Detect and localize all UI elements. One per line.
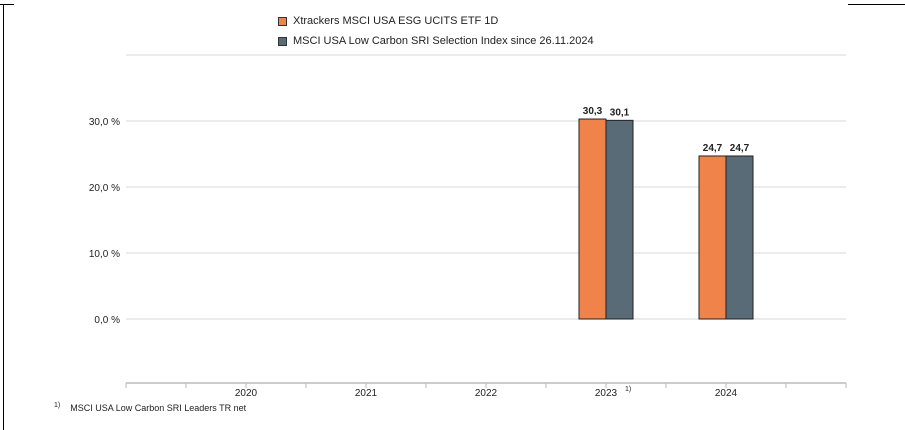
legend-item-series-2: MSCI USA Low Carbon SRI Selection Index …: [278, 32, 594, 50]
x-tick-label: 2022: [475, 388, 498, 399]
legend-label-series-2: MSCI USA Low Carbon SRI Selection Index …: [293, 35, 594, 47]
chart-legend: Xtrackers MSCI USA ESG UCITS ETF 1D MSCI…: [278, 12, 594, 52]
x-tick-label: 2023: [595, 388, 618, 399]
legend-label-series-1: Xtrackers MSCI USA ESG UCITS ETF 1D: [293, 15, 499, 27]
x-tick-footnote-marker: 1): [625, 386, 631, 393]
footnote-marker: 1): [54, 402, 61, 409]
x-tick-label: 2024: [715, 388, 738, 399]
data-label: 30,3: [583, 106, 603, 117]
x-tick-label: 2020: [235, 388, 258, 399]
legend-item-series-1: Xtrackers MSCI USA ESG UCITS ETF 1D: [278, 12, 594, 30]
frame-top-right: [848, 4, 905, 5]
x-tick-label: 2021: [355, 388, 378, 399]
footnote-text: MSCI USA Low Carbon SRI Leaders TR net: [70, 403, 247, 413]
bar-series-1: [578, 118, 607, 320]
frame-left: [3, 4, 4, 430]
legend-swatch-series-2: [278, 36, 287, 46]
y-tick-label: 10,0 %: [89, 249, 120, 260]
data-label: 30,1: [610, 107, 630, 118]
bar-series-2: [725, 155, 754, 320]
y-tick-label: 20,0 %: [89, 183, 120, 194]
chart-footnote: 1) MSCI USA Low Carbon SRI Leaders TR net: [54, 402, 246, 413]
bar-series-2: [605, 119, 634, 320]
y-tick-label: 0,0 %: [94, 315, 120, 326]
bar-series-1: [698, 155, 727, 320]
y-tick-label: 30,0 %: [89, 117, 120, 128]
data-label: 24,7: [703, 143, 723, 154]
frame-top-left: [0, 4, 14, 5]
legend-swatch-series-1: [278, 16, 287, 26]
data-label: 24,7: [730, 143, 750, 154]
